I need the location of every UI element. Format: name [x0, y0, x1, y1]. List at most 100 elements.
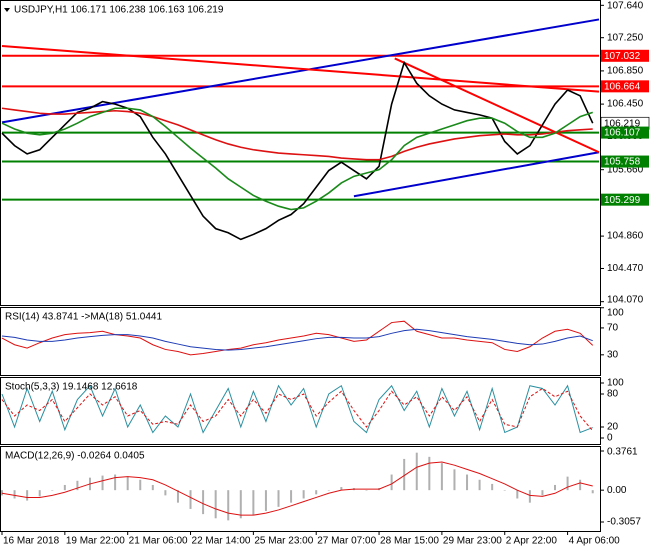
x-tick-label: 25 Mar 23:00 [254, 536, 313, 547]
level-label: 106.107 [604, 128, 641, 139]
y-tick-label: 100 [607, 308, 624, 319]
y-tick-label: 100 [607, 378, 624, 389]
level-label: 106.664 [604, 81, 641, 92]
histogram-bar [13, 490, 16, 499]
level-label: 105.758 [604, 157, 641, 168]
y-tick-label: 107.250 [607, 32, 644, 43]
trend-line [394, 57, 600, 154]
series-line [1, 387, 594, 432]
histogram-bar [579, 479, 582, 491]
histogram-bar [503, 490, 506, 491]
histogram-bar [114, 474, 117, 491]
x-tick-label: 27 Mar 07:00 [317, 536, 376, 547]
series-line [1, 320, 594, 356]
histogram-bar [466, 474, 469, 491]
histogram-bar [189, 490, 192, 509]
y-tick-label: 0.00 [607, 485, 627, 496]
level-label-box [601, 49, 649, 62]
histogram-bar [227, 490, 230, 521]
histogram-bar [38, 490, 41, 497]
panel-title: RSI(14) 43.8741 ->MA(18) 51.0441 [5, 312, 162, 323]
trend-line [353, 151, 600, 198]
panel-title: MACD(12,26,9) -0.0264 0.0405 [5, 451, 145, 462]
y-tick-label: 104.070 [607, 295, 644, 306]
histogram-bar [478, 479, 481, 491]
y-tick-label: 20 [607, 422, 619, 433]
histogram-bar [315, 490, 318, 495]
trend-line [1, 18, 600, 124]
histogram-bar [126, 476, 129, 491]
histogram-bar [164, 490, 167, 496]
histogram-bar [264, 490, 267, 511]
y-tick-label: -0.3057 [607, 517, 641, 528]
histogram-bar [566, 476, 569, 491]
x-tick-label: 29 Mar 23:00 [443, 536, 502, 547]
series-line [1, 328, 593, 351]
histogram-bar [101, 475, 104, 491]
histogram-bar [176, 490, 179, 503]
series-line [1, 461, 593, 516]
level-label-box [601, 126, 649, 139]
histogram-bar [51, 490, 54, 491]
histogram-bar [202, 490, 205, 515]
y-tick-label: 106.450 [607, 99, 644, 110]
x-tick-label: 2 Apr 22:00 [506, 536, 558, 547]
y-tick-label: 80 [607, 389, 619, 400]
series-line [1, 107, 593, 161]
y-tick-label: 104.860 [607, 231, 644, 242]
histogram-bar [541, 490, 544, 496]
histogram-bar [290, 490, 293, 503]
histogram-bar [26, 490, 29, 501]
histogram-bar [252, 490, 255, 516]
histogram-bar [302, 490, 305, 499]
histogram-bar [365, 490, 368, 491]
title-arrow [4, 8, 10, 12]
x-tick-label: 19 Mar 22:00 [66, 536, 125, 547]
level-label-box [601, 193, 649, 206]
histogram-bar [277, 490, 280, 507]
y-tick-label: 105.660 [607, 164, 644, 175]
histogram-bar [403, 458, 406, 491]
histogram-bar [516, 490, 519, 499]
plot-area [1, 18, 600, 241]
level-label: 105.299 [604, 195, 641, 206]
level-label-box [601, 155, 649, 168]
histogram-bar [139, 479, 142, 491]
x-tick-label: 22 Mar 14:00 [192, 536, 251, 547]
histogram-bar [327, 490, 330, 491]
histogram-bar [1, 490, 3, 496]
y-tick-label: 107.640 [607, 1, 644, 12]
histogram-bar [491, 483, 494, 491]
stoch-frame [0, 377, 601, 445]
plot-area [1, 452, 594, 521]
plot-area [1, 320, 594, 356]
y-tick-label: 70 [607, 323, 619, 334]
panel-title: Stoch(5,3,3) 19.1468 12.6618 [5, 382, 138, 393]
rsi-frame [0, 307, 601, 376]
level-label: 106.219 [604, 118, 641, 129]
histogram-bar [528, 490, 531, 503]
histogram-bar [428, 456, 431, 491]
histogram-bar [453, 469, 456, 491]
histogram-bar [239, 490, 242, 519]
macd-frame [0, 446, 601, 532]
histogram-bar [390, 474, 393, 491]
main-frame [0, 0, 601, 306]
trend-line [1, 45, 600, 93]
histogram-bar [591, 490, 594, 494]
plot-area [1, 384, 594, 434]
histogram-bar [554, 484, 557, 491]
histogram-bar [340, 487, 343, 491]
panel-title: USDJPY,H1 106.171 106.238 106.163 106.21… [14, 5, 224, 16]
level-label: 107.032 [604, 51, 641, 62]
y-tick-label: 0.3761 [607, 447, 638, 458]
x-tick-label: 21 Mar 06:00 [129, 536, 188, 547]
histogram-bar [440, 463, 443, 491]
histogram-bar [63, 484, 66, 491]
histogram-bar [151, 484, 154, 491]
y-tick-label: 0 [607, 433, 613, 444]
y-tick-label: 30 [607, 349, 619, 360]
level-label-box [601, 80, 649, 93]
